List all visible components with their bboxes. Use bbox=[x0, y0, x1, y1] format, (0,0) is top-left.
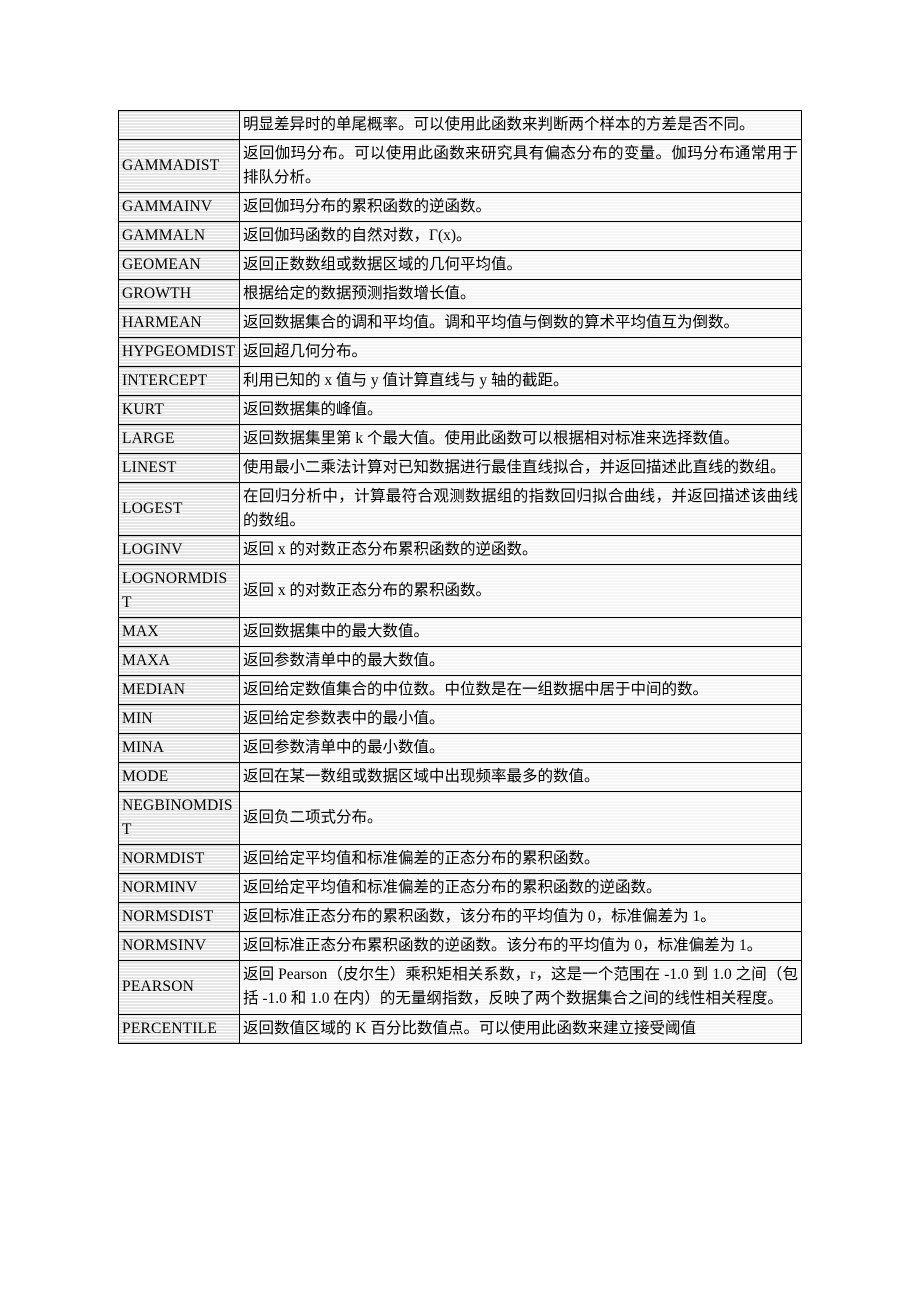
functions-table: 明显差异时的单尾概率。可以使用此函数来判断两个样本的方差是否不同。GAMMADI… bbox=[118, 110, 802, 1044]
table-row: 明显差异时的单尾概率。可以使用此函数来判断两个样本的方差是否不同。 bbox=[119, 111, 802, 140]
function-name-cell: MODE bbox=[119, 763, 240, 792]
function-desc-cell: 返回标准正态分布的累积函数，该分布的平均值为 0，标准偏差为 1。 bbox=[240, 903, 802, 932]
table-row: PEARSON返回 Pearson（皮尔生）乘积矩相关系数，r，这是一个范围在 … bbox=[119, 961, 802, 1014]
function-desc-cell: 返回伽玛分布。可以使用此函数来研究具有偏态分布的变量。伽玛分布通常用于排队分析。 bbox=[240, 140, 802, 193]
function-name-cell: GROWTH bbox=[119, 280, 240, 309]
function-desc-cell: 返回数据集中的最大数值。 bbox=[240, 618, 802, 647]
function-name-cell: GAMMAINV bbox=[119, 193, 240, 222]
function-name-cell: MAXA bbox=[119, 647, 240, 676]
table-row: LOGINV返回 x 的对数正态分布累积函数的逆函数。 bbox=[119, 536, 802, 565]
table-row: LOGEST在回归分析中，计算最符合观测数据组的指数回归拟合曲线，并返回描述该曲… bbox=[119, 483, 802, 536]
function-name-cell: GEOMEAN bbox=[119, 251, 240, 280]
function-desc-cell: 使用最小二乘法计算对已知数据进行最佳直线拟合，并返回描述此直线的数组。 bbox=[240, 454, 802, 483]
function-desc-cell: 返回 Pearson（皮尔生）乘积矩相关系数，r，这是一个范围在 -1.0 到 … bbox=[240, 961, 802, 1014]
function-desc-cell: 返回参数清单中的最大数值。 bbox=[240, 647, 802, 676]
table-row: GAMMALN返回伽玛函数的自然对数，Γ(x)。 bbox=[119, 222, 802, 251]
function-name-cell: NORMSDIST bbox=[119, 903, 240, 932]
table-row: LARGE返回数据集里第 k 个最大值。使用此函数可以根据相对标准来选择数值。 bbox=[119, 425, 802, 454]
table-row: MIN返回给定参数表中的最小值。 bbox=[119, 705, 802, 734]
table-row: GAMMADIST返回伽玛分布。可以使用此函数来研究具有偏态分布的变量。伽玛分布… bbox=[119, 140, 802, 193]
function-desc-cell: 返回数据集的峰值。 bbox=[240, 396, 802, 425]
table-row: HARMEAN返回数据集合的调和平均值。调和平均值与倒数的算术平均值互为倒数。 bbox=[119, 309, 802, 338]
function-name-cell: MINA bbox=[119, 734, 240, 763]
function-desc-cell: 返回数值区域的 K 百分比数值点。可以使用此函数来建立接受阈值 bbox=[240, 1014, 802, 1043]
function-desc-cell: 根据给定的数据预测指数增长值。 bbox=[240, 280, 802, 309]
table-row: MINA返回参数清单中的最小数值。 bbox=[119, 734, 802, 763]
function-desc-cell: 明显差异时的单尾概率。可以使用此函数来判断两个样本的方差是否不同。 bbox=[240, 111, 802, 140]
function-name-cell: HARMEAN bbox=[119, 309, 240, 338]
table-row: NORMSINV返回标准正态分布累积函数的逆函数。该分布的平均值为 0，标准偏差… bbox=[119, 932, 802, 961]
function-desc-cell: 返回给定参数表中的最小值。 bbox=[240, 705, 802, 734]
function-desc-cell: 返回负二项式分布。 bbox=[240, 792, 802, 845]
table-row: MAXA返回参数清单中的最大数值。 bbox=[119, 647, 802, 676]
function-name-cell: MAX bbox=[119, 618, 240, 647]
function-name-cell: NORMINV bbox=[119, 874, 240, 903]
table-row: NORMSDIST返回标准正态分布的累积函数，该分布的平均值为 0，标准偏差为 … bbox=[119, 903, 802, 932]
function-name-cell: GAMMALN bbox=[119, 222, 240, 251]
table-row: MODE返回在某一数组或数据区域中出现频率最多的数值。 bbox=[119, 763, 802, 792]
function-desc-cell: 返回给定平均值和标准偏差的正态分布的累积函数。 bbox=[240, 845, 802, 874]
function-name-cell: GAMMADIST bbox=[119, 140, 240, 193]
function-desc-cell: 返回参数清单中的最小数值。 bbox=[240, 734, 802, 763]
function-name-cell: KURT bbox=[119, 396, 240, 425]
function-name-cell: LOGINV bbox=[119, 536, 240, 565]
function-desc-cell: 返回给定平均值和标准偏差的正态分布的累积函数的逆函数。 bbox=[240, 874, 802, 903]
table-row: NORMINV返回给定平均值和标准偏差的正态分布的累积函数的逆函数。 bbox=[119, 874, 802, 903]
function-name-cell: PEARSON bbox=[119, 961, 240, 1014]
function-name-cell: MIN bbox=[119, 705, 240, 734]
function-desc-cell: 在回归分析中，计算最符合观测数据组的指数回归拟合曲线，并返回描述该曲线的数组。 bbox=[240, 483, 802, 536]
function-desc-cell: 返回标准正态分布累积函数的逆函数。该分布的平均值为 0，标准偏差为 1。 bbox=[240, 932, 802, 961]
function-desc-cell: 利用已知的 x 值与 y 值计算直线与 y 轴的截距。 bbox=[240, 367, 802, 396]
table-row: INTERCEPT利用已知的 x 值与 y 值计算直线与 y 轴的截距。 bbox=[119, 367, 802, 396]
function-desc-cell: 返回伽玛分布的累积函数的逆函数。 bbox=[240, 193, 802, 222]
function-desc-cell: 返回 x 的对数正态分布累积函数的逆函数。 bbox=[240, 536, 802, 565]
table-row: GEOMEAN返回正数数组或数据区域的几何平均值。 bbox=[119, 251, 802, 280]
document-page: 明显差异时的单尾概率。可以使用此函数来判断两个样本的方差是否不同。GAMMADI… bbox=[0, 0, 920, 1084]
table-row: KURT返回数据集的峰值。 bbox=[119, 396, 802, 425]
function-desc-cell: 返回伽玛函数的自然对数，Γ(x)。 bbox=[240, 222, 802, 251]
table-row: MEDIAN返回给定数值集合的中位数。中位数是在一组数据中居于中间的数。 bbox=[119, 676, 802, 705]
table-row: GROWTH根据给定的数据预测指数增长值。 bbox=[119, 280, 802, 309]
function-name-cell: INTERCEPT bbox=[119, 367, 240, 396]
table-row: GAMMAINV返回伽玛分布的累积函数的逆函数。 bbox=[119, 193, 802, 222]
table-row: HYPGEOMDIST返回超几何分布。 bbox=[119, 338, 802, 367]
function-desc-cell: 返回在某一数组或数据区域中出现频率最多的数值。 bbox=[240, 763, 802, 792]
function-desc-cell: 返回给定数值集合的中位数。中位数是在一组数据中居于中间的数。 bbox=[240, 676, 802, 705]
table-row: LOGNORMDIST返回 x 的对数正态分布的累积函数。 bbox=[119, 565, 802, 618]
table-row: LINEST使用最小二乘法计算对已知数据进行最佳直线拟合，并返回描述此直线的数组… bbox=[119, 454, 802, 483]
function-name-cell: NEGBINOMDIST bbox=[119, 792, 240, 845]
function-desc-cell: 返回数据集合的调和平均值。调和平均值与倒数的算术平均值互为倒数。 bbox=[240, 309, 802, 338]
function-desc-cell: 返回正数数组或数据区域的几何平均值。 bbox=[240, 251, 802, 280]
table-row: PERCENTILE返回数值区域的 K 百分比数值点。可以使用此函数来建立接受阈… bbox=[119, 1014, 802, 1043]
function-name-cell: MEDIAN bbox=[119, 676, 240, 705]
function-name-cell bbox=[119, 111, 240, 140]
function-name-cell: LINEST bbox=[119, 454, 240, 483]
function-desc-cell: 返回超几何分布。 bbox=[240, 338, 802, 367]
function-name-cell: NORMSINV bbox=[119, 932, 240, 961]
table-row: NORMDIST返回给定平均值和标准偏差的正态分布的累积函数。 bbox=[119, 845, 802, 874]
function-name-cell: LOGNORMDIST bbox=[119, 565, 240, 618]
function-name-cell: NORMDIST bbox=[119, 845, 240, 874]
function-desc-cell: 返回数据集里第 k 个最大值。使用此函数可以根据相对标准来选择数值。 bbox=[240, 425, 802, 454]
function-name-cell: LOGEST bbox=[119, 483, 240, 536]
table-row: NEGBINOMDIST返回负二项式分布。 bbox=[119, 792, 802, 845]
function-name-cell: PERCENTILE bbox=[119, 1014, 240, 1043]
function-name-cell: LARGE bbox=[119, 425, 240, 454]
function-name-cell: HYPGEOMDIST bbox=[119, 338, 240, 367]
table-row: MAX返回数据集中的最大数值。 bbox=[119, 618, 802, 647]
function-desc-cell: 返回 x 的对数正态分布的累积函数。 bbox=[240, 565, 802, 618]
